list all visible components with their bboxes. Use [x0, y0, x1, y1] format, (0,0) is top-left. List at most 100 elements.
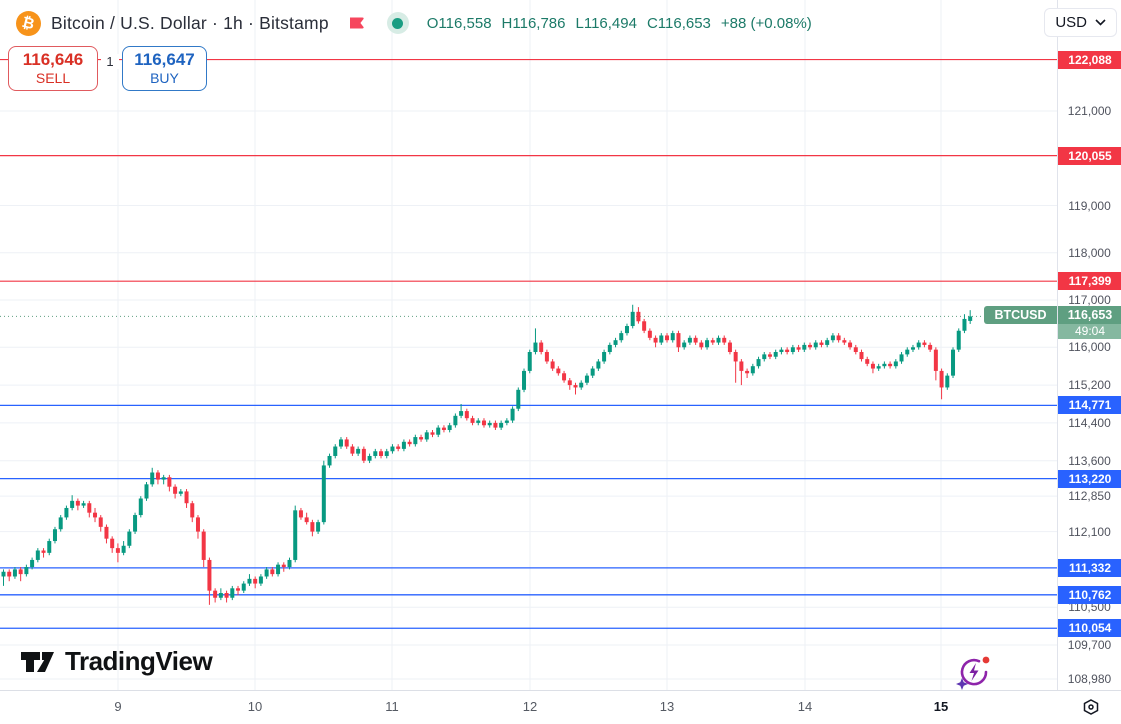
- candle-body: [293, 510, 298, 560]
- candle-body: [647, 330, 652, 338]
- price-tick-label: 118,000: [1068, 245, 1111, 260]
- timezone-settings-icon[interactable]: [1080, 698, 1102, 721]
- candle-body: [270, 569, 275, 575]
- chevron-down-icon: [1095, 19, 1106, 26]
- candle-body: [276, 564, 281, 575]
- price-level-badge: 110,762: [1058, 585, 1121, 604]
- candle-body: [710, 340, 715, 343]
- candle-body: [739, 361, 744, 371]
- candle-body: [24, 567, 29, 575]
- candle-body: [253, 578, 258, 584]
- candle-body: [945, 375, 950, 388]
- candle-body: [396, 446, 401, 449]
- magic-ai-button[interactable]: [955, 652, 993, 697]
- ohlc-values: O116,558 H116,786 L116,494 C116,653 +88 …: [427, 15, 812, 32]
- candle-body: [167, 477, 172, 487]
- candle-body: [327, 455, 332, 466]
- time-axis[interactable]: 9 10 11 12 13 14 15: [0, 690, 1121, 724]
- price-tick-label: 113,600: [1068, 453, 1111, 468]
- candle-body: [779, 349, 784, 353]
- price-axis[interactable]: 116,653 49:04 121,000 119,000 118,000 117,0…: [1057, 0, 1121, 690]
- candle-body: [802, 344, 807, 350]
- candle-body: [767, 354, 772, 357]
- candle-body: [750, 366, 755, 374]
- price-tick-label: 114,400: [1068, 415, 1111, 430]
- candle-body: [58, 517, 63, 530]
- candle-body: [853, 347, 858, 353]
- candle-body: [939, 370, 944, 388]
- ohlc-high: H116,786: [501, 14, 566, 32]
- candle-body: [401, 441, 406, 449]
- candle-body: [836, 335, 841, 341]
- candle-body: [12, 569, 17, 577]
- current-price-badge: 116,653 49:04: [1058, 306, 1121, 340]
- candle-body: [430, 432, 435, 435]
- candle-body: [928, 344, 933, 350]
- symbol-title[interactable]: Bitcoin / U.S. Dollar · 1h · Bitstamp: [51, 12, 329, 33]
- price-tick-label: 117,000: [1068, 293, 1111, 308]
- candle-body: [910, 347, 915, 350]
- candle-body: [93, 512, 98, 518]
- tradingview-logo[interactable]: TradingView: [20, 646, 213, 677]
- market-status-icon[interactable]: [386, 12, 409, 34]
- candle-body: [676, 333, 681, 348]
- ohlc-change: +88 (+0.08%): [720, 14, 812, 32]
- candle-body: [64, 507, 69, 518]
- candle-body: [888, 363, 893, 367]
- flag-icon[interactable]: [347, 13, 367, 33]
- candle-body: [7, 571, 12, 577]
- candle-body: [476, 420, 481, 423]
- candle-body: [693, 337, 698, 343]
- time-tick-label: 10: [247, 699, 263, 714]
- candle-body: [624, 326, 629, 334]
- candle-body: [922, 342, 927, 345]
- price-level-badge: 110,054: [1058, 619, 1121, 638]
- candle-body: [487, 422, 492, 426]
- candle-body: [75, 500, 80, 506]
- buy-price: 116,647: [134, 50, 195, 69]
- sell-label: SELL: [35, 69, 71, 86]
- candle-body: [287, 559, 292, 568]
- candle-body: [436, 427, 441, 435]
- candle-body: [962, 318, 967, 331]
- buy-label: BUY: [150, 69, 179, 86]
- candle-body: [870, 363, 875, 369]
- candle-body: [665, 335, 670, 341]
- candle-body: [459, 411, 464, 416]
- candle-body: [842, 340, 847, 343]
- time-tick-label: 11: [385, 699, 399, 714]
- candle-body: [699, 342, 704, 348]
- candle-body: [659, 335, 664, 343]
- candlestick-chart[interactable]: [0, 0, 1057, 690]
- candle-body: [333, 446, 338, 456]
- buy-button[interactable]: 116,647 BUY: [122, 46, 207, 91]
- candle-body: [516, 389, 521, 409]
- candle-body: [670, 333, 675, 341]
- tradingview-logo-text: TradingView: [65, 646, 213, 676]
- candle-body: [310, 522, 315, 532]
- candle-body: [115, 548, 120, 553]
- sell-button[interactable]: 116,646 SELL: [8, 46, 98, 91]
- candle-body: [899, 354, 904, 362]
- candle-body: [762, 354, 767, 360]
- price-tick-label: 121,000: [1067, 104, 1112, 118]
- candle-body: [602, 352, 607, 362]
- candle-body: [344, 439, 349, 447]
- candle-body: [619, 333, 624, 341]
- candle-body: [933, 349, 938, 371]
- candle-body: [361, 448, 366, 461]
- candle-body: [264, 569, 269, 577]
- currency-selector[interactable]: USD: [1044, 8, 1117, 37]
- candle-body: [493, 422, 498, 428]
- candle-body: [441, 427, 446, 430]
- candle-body: [876, 366, 881, 369]
- candle-body: [550, 361, 555, 369]
- candle-body: [379, 451, 384, 456]
- candle-body: [785, 349, 790, 353]
- candle-body: [865, 359, 870, 364]
- candle-body: [590, 368, 595, 376]
- price-level-badge: 111,332: [1058, 558, 1121, 577]
- candle-body: [373, 451, 378, 456]
- candle-body: [298, 510, 303, 518]
- candle-body: [224, 593, 229, 598]
